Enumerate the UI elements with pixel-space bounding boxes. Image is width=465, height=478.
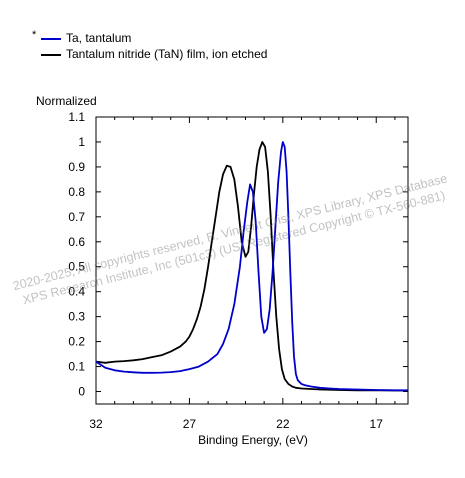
y-axis-ticks: 0 0.1 0.2 0.3 0.4 0.5 0.6 0.7 0.8 0.9 1 1.1 bbox=[68, 110, 408, 399]
series-layer bbox=[95, 141, 408, 392]
legend-label-tan: Tantalum nitride (TaN) film, ion etched bbox=[66, 47, 268, 61]
y-tick-label: 1.1 bbox=[68, 110, 85, 124]
y-tick-label: 0.9 bbox=[68, 160, 85, 174]
y-tick-label: 0.5 bbox=[68, 260, 85, 274]
x-axis-label: Binding Energy, (eV) bbox=[198, 433, 308, 447]
y-tick-label: 0.7 bbox=[68, 210, 85, 224]
series-line-ta bbox=[95, 141, 408, 392]
legend-swatch-ta bbox=[41, 38, 61, 40]
y-tick-label: 0.4 bbox=[68, 285, 85, 299]
x-axis-ticks: 32 27 22 17 bbox=[89, 117, 396, 431]
legend-swatch-tan bbox=[41, 54, 61, 56]
y-axis-label: Normalized bbox=[36, 94, 97, 108]
x-tick-label: 17 bbox=[370, 417, 384, 431]
y-tick-label: 0.6 bbox=[68, 235, 85, 249]
y-tick-label: 0 bbox=[78, 385, 85, 399]
x-tick-label: 27 bbox=[183, 417, 197, 431]
y-tick-label: 0.8 bbox=[68, 185, 85, 199]
legend-label-ta: Ta, tantalum bbox=[66, 31, 132, 45]
x-tick-label: 22 bbox=[276, 417, 290, 431]
x-tick-label: 32 bbox=[89, 417, 103, 431]
y-tick-label: 0.1 bbox=[68, 360, 85, 374]
y-tick-label: 1 bbox=[78, 135, 85, 149]
y-tick-label: 0.2 bbox=[68, 335, 85, 349]
plot-frame bbox=[95, 116, 409, 405]
y-tick-label: 0.3 bbox=[68, 310, 85, 324]
legend-marker: * bbox=[32, 29, 37, 41]
series-line-tan bbox=[95, 141, 408, 392]
